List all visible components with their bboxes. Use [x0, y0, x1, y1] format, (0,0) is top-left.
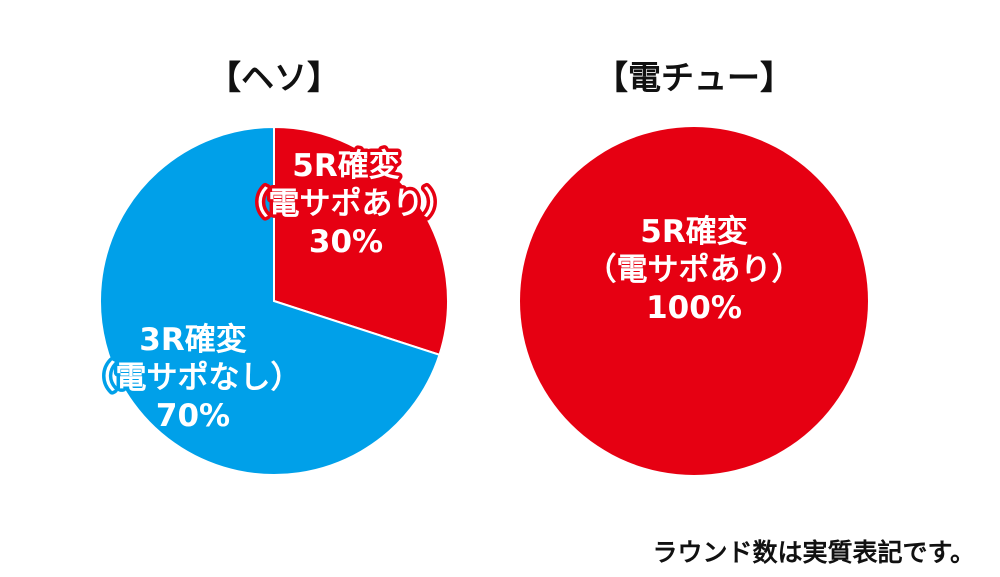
heso-slice-1-label-line-3: 30%	[309, 224, 383, 260]
denchu-pie-slice-1	[520, 127, 868, 475]
heso-pie-slice-2	[98, 125, 441, 476]
denchu-slice-1-label-line-1: 5R確変	[640, 214, 747, 250]
denchu-chart-title: 【電チュー】	[595, 58, 793, 97]
footnote-text: ラウンド数は実質表記です。	[652, 538, 975, 567]
denchu-slice-1-label-line-3: 100%	[646, 290, 742, 326]
heso-pie-slice-1	[273, 125, 449, 357]
heso-slice-1-label-line-2: （電サポあり）	[238, 186, 455, 222]
denchu-pie-chart: 【電チュー】 5R確変（電サポあり）100%	[520, 58, 868, 475]
heso-slice-2-label-line-1: 3R確変	[139, 322, 246, 358]
heso-slice-1-label-line-1: 5R確変	[292, 148, 399, 184]
heso-slice-2-label-line-3: 70%	[156, 398, 230, 434]
heso-slice-2-label-line-2: （電サポなし）	[85, 360, 302, 396]
heso-pie-chart: 【ヘソ】 5R確変（電サポあり）30% 3R確変（電サポなし）70%	[81, 58, 458, 476]
denchu-slice-1-label-line-2: （電サポあり）	[586, 252, 803, 288]
heso-chart-title: 【ヘソ】	[208, 58, 340, 97]
